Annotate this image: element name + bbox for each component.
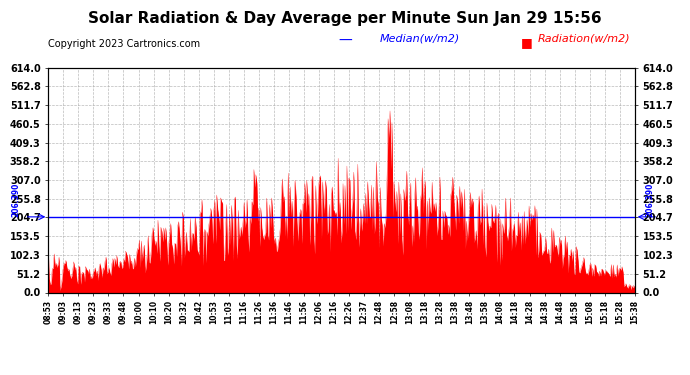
Text: —: — [338,34,352,48]
Text: 206.390: 206.390 [645,183,654,217]
Text: Solar Radiation & Day Average per Minute Sun Jan 29 15:56: Solar Radiation & Day Average per Minute… [88,11,602,26]
Text: Median(w/m2): Median(w/m2) [380,34,460,44]
Text: 206.390: 206.390 [12,183,21,217]
Text: Copyright 2023 Cartronics.com: Copyright 2023 Cartronics.com [48,39,200,50]
Text: ■: ■ [521,36,533,49]
Text: Radiation(w/m2): Radiation(w/m2) [538,34,631,44]
